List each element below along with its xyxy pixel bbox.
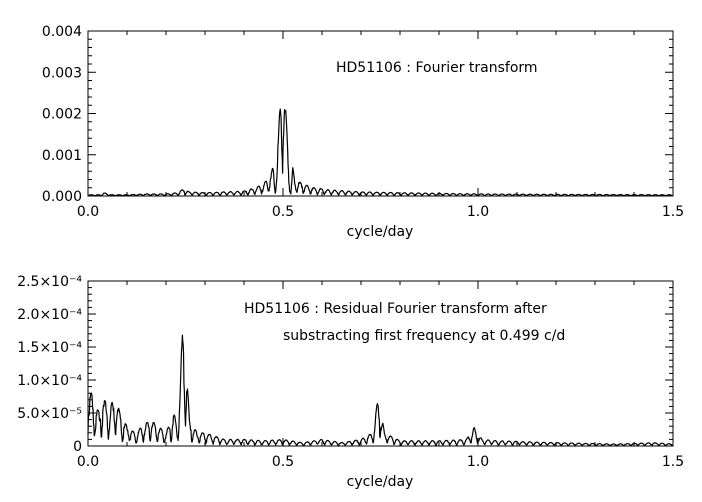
x-tick-label-bottom: 0.0 — [77, 454, 99, 470]
panel-fourier-transform: 0.0 0.5 1.0 1.5 0.000 0.001 0.002 0.003 0.004 H… — [42, 24, 684, 240]
y-tick-label-bottom: 2.0×10⁻⁴ — [17, 307, 82, 323]
plot-frame-bottom — [87, 280, 674, 447]
annotation-residual-line2: substracting first frequency at 0.499 c/… — [283, 328, 565, 344]
x-axis-label-top: cycle/day — [347, 224, 414, 240]
y-tick-label-top: 0.003 — [42, 65, 82, 81]
annotation-fourier-transform: HD51106 : Fourier transform — [336, 60, 538, 76]
x-tick-label-top: 1.5 — [662, 204, 684, 220]
spectrum-line-top — [87, 108, 674, 197]
x-tick-label-bottom: 1.0 — [467, 454, 489, 470]
annotation-residual-line1: HD51106 : Residual Fourier transform aft… — [244, 301, 547, 317]
panel-residual-fourier-transform: 0.0 0.5 1.0 1.5 0 5.0×10⁻⁵ 1.0×10⁻⁴ 1.5×10⁻⁴ 2.… — [17, 274, 684, 490]
y-tick-label-top: 0.004 — [42, 24, 82, 40]
y-tick-label-top: 0.001 — [42, 148, 82, 164]
y-tick-label-bottom: 5.0×10⁻⁵ — [17, 406, 82, 422]
y-tick-label-top: 0.000 — [42, 189, 82, 205]
x-axis-label-bottom: cycle/day — [347, 474, 414, 490]
y-tick-label-bottom: 1.0×10⁻⁴ — [17, 373, 82, 389]
y-tick-label-bottom: 0 — [73, 439, 82, 455]
x-tick-label-bottom: 1.5 — [662, 454, 684, 470]
y-axis-ticks-top: 0.000 0.001 0.002 0.003 0.004 — [42, 24, 673, 205]
y-tick-label-bottom: 1.5×10⁻⁴ — [17, 340, 82, 356]
spectrum-line-bottom — [87, 334, 674, 447]
y-tick-label-bottom: 2.5×10⁻⁴ — [17, 274, 82, 290]
x-tick-label-bottom: 0.5 — [272, 454, 294, 470]
y-tick-label-top: 0.002 — [42, 107, 82, 123]
x-tick-label-top: 0.5 — [272, 204, 294, 220]
x-axis-ticks-top: 0.0 0.5 1.0 1.5 — [77, 31, 684, 220]
x-tick-label-top: 0.0 — [77, 204, 99, 220]
x-tick-label-top: 1.0 — [467, 204, 489, 220]
y-axis-ticks-bottom: 0 5.0×10⁻⁵ 1.0×10⁻⁴ 1.5×10⁻⁴ 2.0×10⁻⁴ 2.5×10⁻… — [17, 274, 673, 455]
